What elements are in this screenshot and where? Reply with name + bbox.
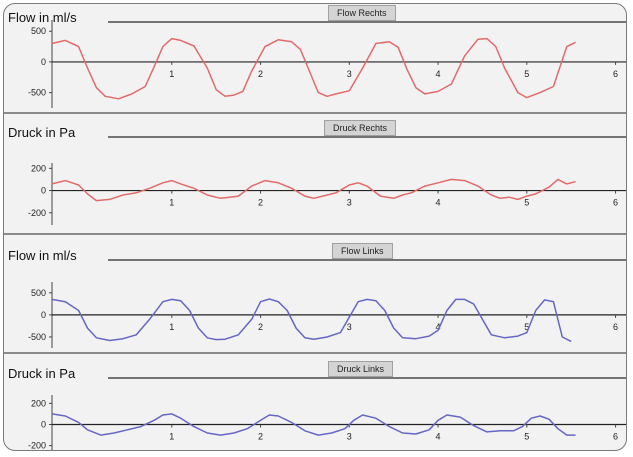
x-tick-label: 3 [347, 198, 352, 208]
x-tick-label: 3 [347, 69, 352, 79]
x-tick-label: 2 [258, 432, 263, 442]
chart-title: Druck Rechts [324, 120, 397, 136]
x-tick-label: 5 [524, 69, 529, 79]
series-line [51, 298, 572, 343]
x-tick-label: 5 [524, 198, 529, 208]
y-tick-label: 500 [31, 26, 46, 36]
x-tick-label: 1 [169, 198, 174, 208]
x-tick-label: 3 [347, 432, 352, 442]
y-axis-label: Flow in ml/s [8, 10, 77, 25]
y-tick-label: -200 [28, 441, 46, 451]
y-axis-label: Druck in Pa [8, 125, 76, 140]
panel-separator [4, 233, 626, 235]
y-tick-label: 200 [31, 163, 46, 173]
x-tick-label: 2 [258, 69, 263, 79]
x-tick-label: 2 [258, 198, 263, 208]
panel-separator [4, 352, 626, 354]
plot-druck-links: 200 0 -200 1 2 3 4 5 6 [28, 377, 626, 451]
panel-flow-rechts: Flow in ml/s Flow Rechts 500 0 -500 1 2 3 4 5 6 [4, 4, 626, 111]
y-tick-label: 0 [41, 310, 46, 320]
y-tick-label: 500 [31, 288, 46, 298]
y-tick-label: 0 [41, 186, 46, 196]
plot-flow-rechts: 500 0 -500 1 2 3 4 5 6 [28, 20, 626, 108]
x-tick-label: 1 [169, 322, 174, 332]
x-tick-label: 4 [436, 69, 441, 79]
panel-druck-rechts: Druck in Pa Druck Rechts 200 0 -200 1 2 3 4 5 6 [4, 119, 626, 229]
plot-flow-links: 500 0 -500 1 2 3 4 5 6 [28, 259, 626, 348]
x-tick-label: 4 [436, 198, 441, 208]
x-tick-label: 1 [169, 69, 174, 79]
chart-title: Druck Links [328, 361, 394, 377]
panel-druck-links: Druck in Pa Druck Links 200 0 -200 1 2 3 4 5 6 [4, 360, 626, 451]
chart-title: Flow Links [332, 243, 393, 259]
x-tick-label: 4 [436, 322, 441, 332]
y-tick-label: -200 [28, 208, 46, 218]
x-tick-label: 5 [524, 322, 529, 332]
x-tick-label: 4 [436, 432, 441, 442]
panel-flow-links: Flow in ml/s Flow Links 500 0 -500 1 2 3 4 5 6 [4, 242, 626, 352]
y-tick-label: 0 [41, 57, 46, 67]
y-axis-label: Druck in Pa [8, 366, 76, 381]
y-tick-label: 0 [41, 420, 46, 430]
x-tick-label: 2 [258, 322, 263, 332]
x-tick-label: 3 [347, 322, 352, 332]
x-tick-label: 6 [613, 69, 618, 79]
y-tick-label: -500 [28, 332, 46, 342]
y-tick-label: 200 [31, 398, 46, 408]
panel-separator [4, 112, 626, 114]
series-line [51, 37, 576, 100]
chart-frame: Flow in ml/s Flow Rechts 500 0 -500 1 2 3 4 5 6 … [3, 3, 627, 451]
y-tick-label: -500 [28, 88, 46, 98]
x-tick-label: 6 [613, 322, 618, 332]
series-line [51, 413, 576, 436]
y-axis-label: Flow in ml/s [8, 248, 77, 263]
chart-title: Flow Rechts [328, 5, 396, 21]
plot-druck-rechts: 200 0 -200 1 2 3 4 5 6 [28, 136, 626, 225]
x-tick-label: 1 [169, 432, 174, 442]
x-tick-label: 6 [613, 432, 618, 442]
x-tick-label: 5 [524, 432, 529, 442]
series-line [51, 178, 576, 202]
x-tick-label: 6 [613, 198, 618, 208]
